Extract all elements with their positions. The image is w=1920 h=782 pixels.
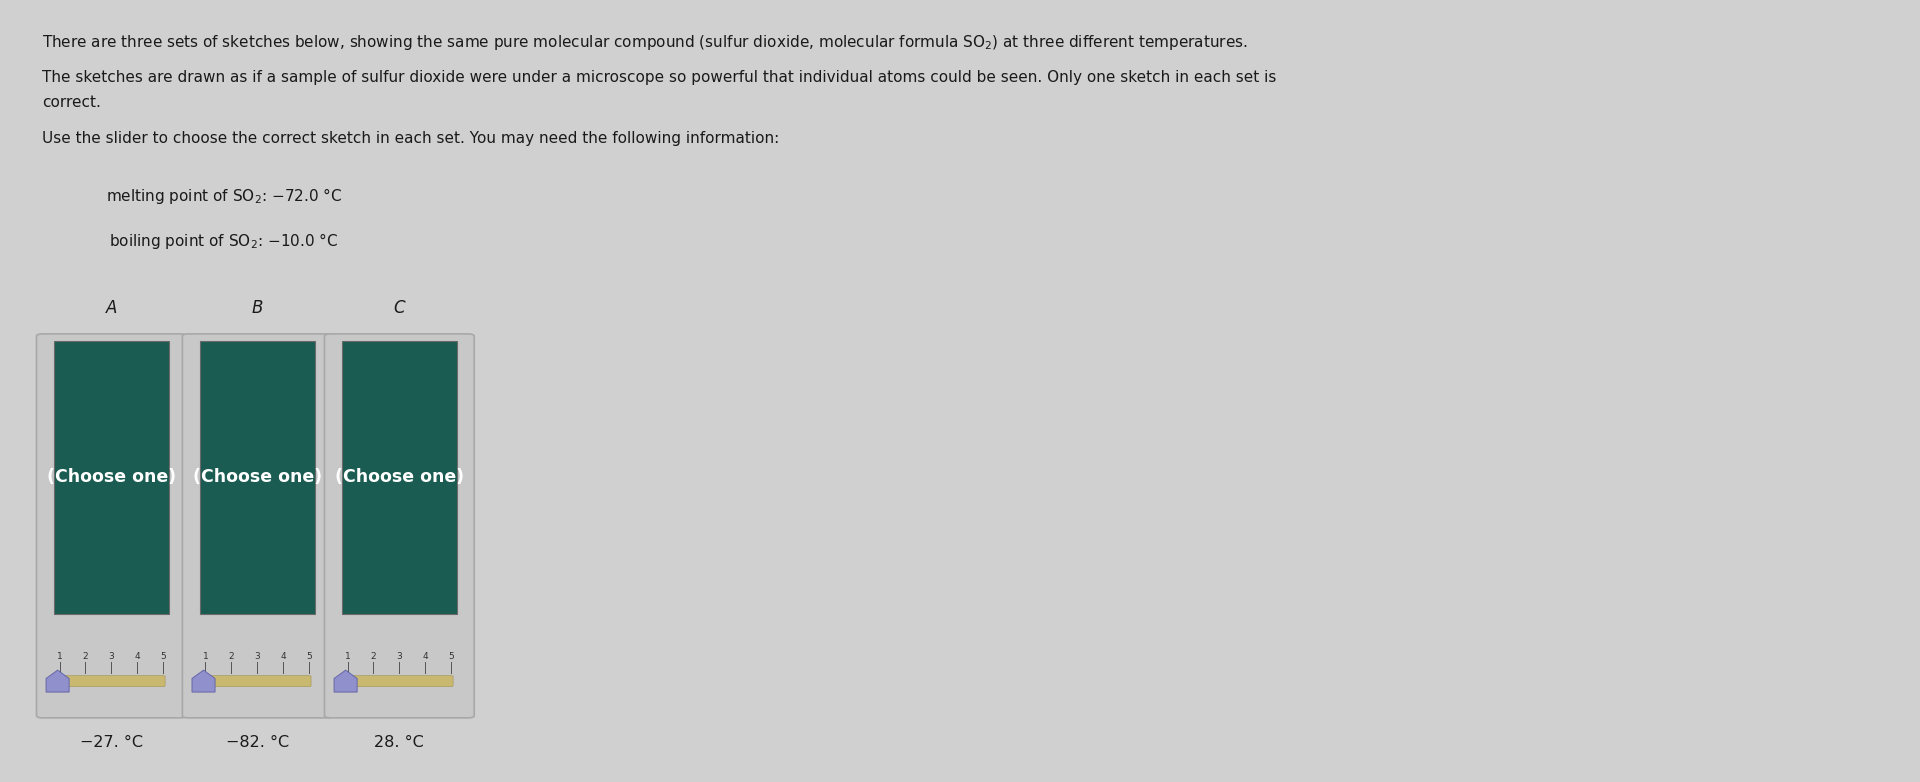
Text: boiling point of SO$_2$: $-$10.0 °C: boiling point of SO$_2$: $-$10.0 °C <box>109 231 338 251</box>
FancyBboxPatch shape <box>204 676 311 687</box>
Text: −27. °C: −27. °C <box>81 735 142 750</box>
Text: (Choose one): (Choose one) <box>46 468 177 486</box>
FancyBboxPatch shape <box>182 334 332 718</box>
Text: 28. °C: 28. °C <box>374 735 424 750</box>
Text: 4: 4 <box>280 651 286 661</box>
Text: 2: 2 <box>228 651 234 661</box>
Text: 1: 1 <box>346 651 349 661</box>
Text: There are three sets of sketches below, showing the same pure molecular compound: There are three sets of sketches below, … <box>42 33 1248 52</box>
Text: C: C <box>394 299 405 317</box>
Text: 5: 5 <box>449 651 453 661</box>
FancyBboxPatch shape <box>342 341 457 614</box>
Text: 5: 5 <box>307 651 311 661</box>
FancyBboxPatch shape <box>200 341 315 614</box>
FancyBboxPatch shape <box>346 676 453 687</box>
Polygon shape <box>334 670 357 692</box>
Text: −82. °C: −82. °C <box>227 735 288 750</box>
Text: melting point of SO$_2$: $-$72.0 °C: melting point of SO$_2$: $-$72.0 °C <box>106 186 342 206</box>
Text: A: A <box>106 299 117 317</box>
Polygon shape <box>192 670 215 692</box>
Text: B: B <box>252 299 263 317</box>
FancyBboxPatch shape <box>324 334 474 718</box>
Text: 2: 2 <box>83 651 88 661</box>
Text: (Choose one): (Choose one) <box>334 468 465 486</box>
Text: 1: 1 <box>58 651 61 661</box>
FancyBboxPatch shape <box>36 334 186 718</box>
Text: 2: 2 <box>371 651 376 661</box>
Text: 1: 1 <box>204 651 207 661</box>
Polygon shape <box>46 670 69 692</box>
Text: 3: 3 <box>109 651 113 661</box>
Text: Use the slider to choose the correct sketch in each set. You may need the follow: Use the slider to choose the correct ske… <box>42 131 780 146</box>
Text: (Choose one): (Choose one) <box>192 468 323 486</box>
FancyBboxPatch shape <box>58 676 165 687</box>
Text: correct.: correct. <box>42 95 102 110</box>
Text: 5: 5 <box>161 651 165 661</box>
FancyBboxPatch shape <box>54 341 169 614</box>
Text: 3: 3 <box>397 651 401 661</box>
Text: 4: 4 <box>134 651 140 661</box>
Text: The sketches are drawn as if a sample of sulfur dioxide were under a microscope : The sketches are drawn as if a sample of… <box>42 70 1277 85</box>
Text: 4: 4 <box>422 651 428 661</box>
Text: 3: 3 <box>255 651 259 661</box>
